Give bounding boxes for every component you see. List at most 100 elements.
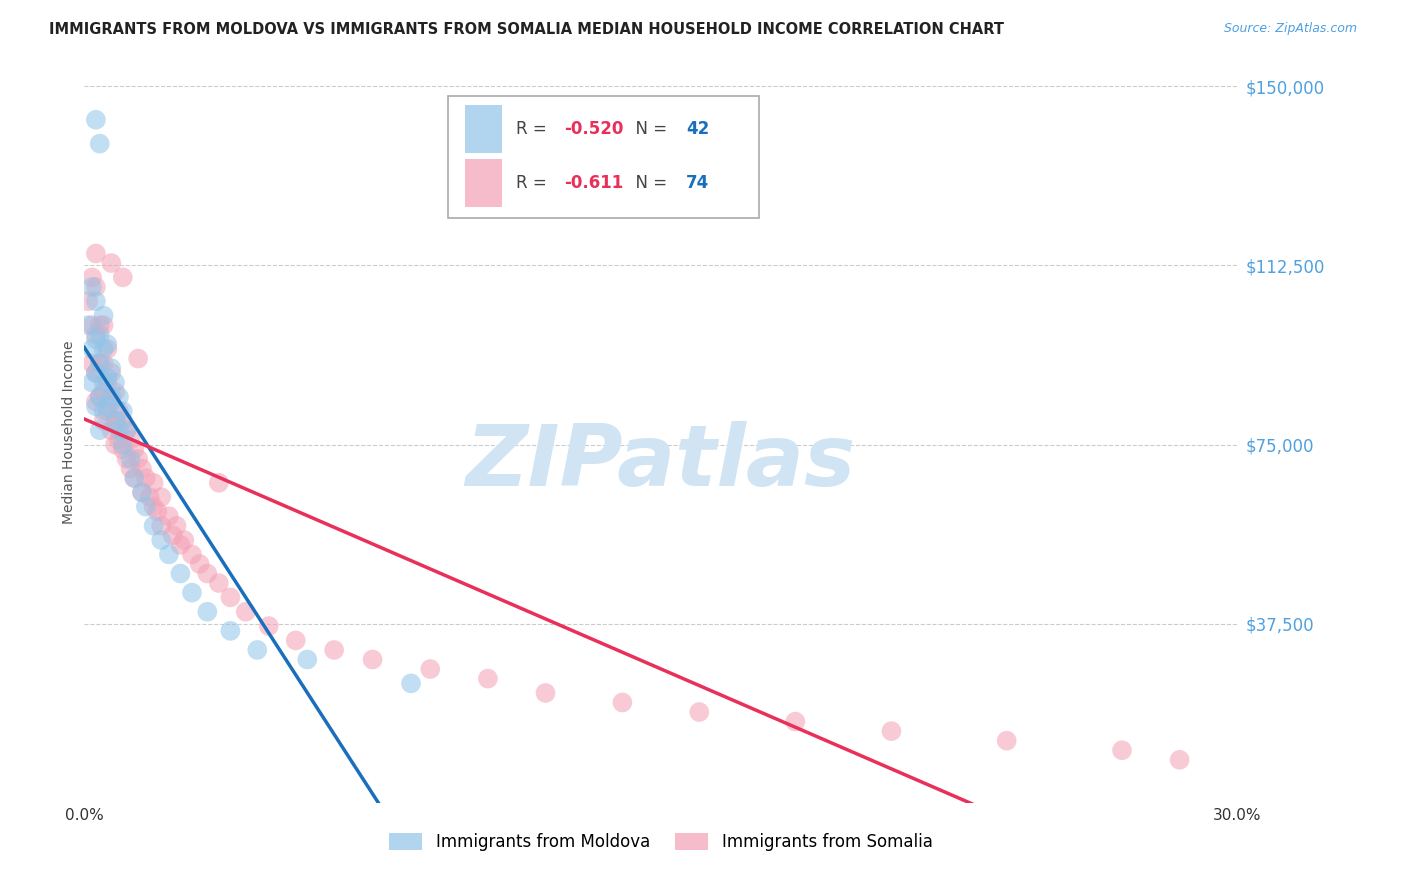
Bar — [465, 105, 502, 153]
Text: N =: N = — [626, 120, 672, 138]
Point — [115, 423, 138, 437]
Point — [96, 337, 118, 351]
Point — [104, 384, 127, 399]
Point — [880, 724, 903, 739]
Point — [169, 538, 191, 552]
Point — [297, 652, 319, 666]
Point — [323, 643, 346, 657]
Point — [162, 528, 184, 542]
Point — [80, 376, 103, 390]
Point — [157, 509, 180, 524]
Point — [246, 643, 269, 657]
Point — [84, 280, 107, 294]
Point — [108, 404, 131, 418]
Point — [995, 733, 1018, 747]
Point — [169, 566, 191, 581]
Point — [419, 662, 441, 676]
Point — [257, 619, 280, 633]
Point — [208, 475, 231, 490]
Text: N =: N = — [626, 174, 672, 192]
Point — [131, 485, 153, 500]
Point — [84, 294, 107, 309]
Text: IMMIGRANTS FROM MOLDOVA VS IMMIGRANTS FROM SOMALIA MEDIAN HOUSEHOLD INCOME CORRE: IMMIGRANTS FROM MOLDOVA VS IMMIGRANTS FR… — [49, 22, 1004, 37]
Point — [1111, 743, 1133, 757]
Point — [111, 442, 134, 457]
Y-axis label: Median Household Income: Median Household Income — [62, 341, 76, 524]
FancyBboxPatch shape — [447, 95, 759, 218]
Point — [399, 676, 422, 690]
Point — [361, 652, 384, 666]
Point — [195, 566, 218, 581]
Point — [77, 318, 100, 333]
Point — [96, 404, 118, 418]
Point — [131, 485, 153, 500]
Legend: Immigrants from Moldova, Immigrants from Somalia: Immigrants from Moldova, Immigrants from… — [382, 826, 939, 857]
Point — [181, 548, 204, 562]
Point — [84, 112, 107, 127]
Point — [89, 318, 111, 333]
Point — [100, 366, 122, 380]
Point — [150, 533, 173, 547]
Point — [157, 548, 180, 562]
Point — [100, 256, 122, 270]
Point — [120, 451, 142, 466]
Point — [84, 366, 107, 380]
Point — [477, 672, 499, 686]
Text: ZIPatlas: ZIPatlas — [465, 421, 856, 504]
Point — [785, 714, 807, 729]
Point — [146, 504, 169, 518]
Point — [208, 576, 231, 591]
Point — [150, 518, 173, 533]
Point — [111, 404, 134, 418]
Point — [135, 471, 157, 485]
Point — [93, 376, 115, 390]
Point — [173, 533, 195, 547]
Point — [89, 136, 111, 151]
Point — [84, 366, 107, 380]
Point — [84, 394, 107, 409]
Point — [1168, 753, 1191, 767]
Point — [124, 471, 146, 485]
Point — [89, 390, 111, 404]
Point — [142, 500, 165, 514]
Point — [120, 433, 142, 447]
Point — [104, 376, 127, 390]
Point — [108, 423, 131, 437]
Point — [96, 400, 118, 414]
Point — [534, 686, 557, 700]
Point — [93, 404, 115, 418]
Point — [93, 318, 115, 333]
Text: Source: ZipAtlas.com: Source: ZipAtlas.com — [1223, 22, 1357, 36]
Point — [135, 500, 157, 514]
Point — [89, 356, 111, 370]
Point — [77, 294, 100, 309]
Bar — [465, 159, 502, 207]
Point — [96, 376, 118, 390]
Point — [108, 433, 131, 447]
Point — [138, 490, 160, 504]
Point — [100, 394, 122, 409]
Point — [93, 384, 115, 399]
Point — [127, 351, 149, 366]
Point — [150, 490, 173, 504]
Point — [124, 442, 146, 457]
Point — [127, 451, 149, 466]
Point — [284, 633, 307, 648]
Point — [108, 390, 131, 404]
Point — [120, 461, 142, 475]
Point — [219, 624, 242, 638]
Point — [80, 342, 103, 356]
Text: R =: R = — [516, 120, 551, 138]
Point — [124, 471, 146, 485]
Point — [612, 696, 634, 710]
Point — [80, 318, 103, 333]
Point — [111, 414, 134, 428]
Point — [84, 333, 107, 347]
Point — [235, 605, 257, 619]
Point — [111, 437, 134, 451]
Point — [131, 461, 153, 475]
Point — [89, 356, 111, 370]
Point — [195, 605, 218, 619]
Point — [100, 361, 122, 376]
Point — [100, 390, 122, 404]
